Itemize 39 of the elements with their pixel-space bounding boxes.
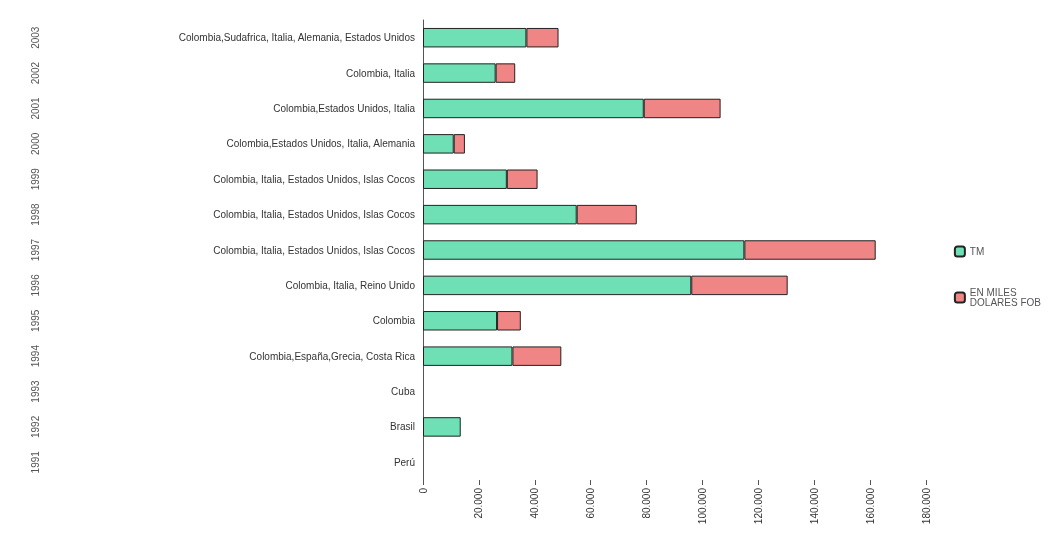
y-tick-label: Colombia, Italia, Estados Unidos, Islas Cocos [213, 173, 415, 185]
text: 1999 [29, 167, 41, 191]
x-tick-label: 80.000 [641, 487, 653, 519]
text: 1995 [29, 309, 41, 332]
x-tick-label: 140.000 [808, 487, 820, 525]
text: 1994 [29, 344, 41, 368]
y-tick-label: Colombia, Italia, Estados Unidos, Islas Cocos [213, 209, 415, 221]
x-tick-label: 120.000 [752, 487, 764, 525]
x-tick-label: 0 [417, 487, 429, 494]
text: 1991 [29, 450, 41, 474]
x-tick-label: 180.000 [920, 487, 932, 525]
text: 2002 [29, 61, 41, 85]
text: 1998 [29, 203, 41, 226]
bar [423, 417, 461, 437]
text: 2000 [29, 132, 41, 155]
legend-label: EN MILES DOLARES FOB [969, 287, 1042, 308]
y-tick-label: Brasil [389, 421, 415, 433]
x-tick-label: 100.000 [696, 487, 708, 525]
x-tick-label: 20.000 [473, 487, 485, 519]
y-tick-label: Colombia, Italia, Estados Unidos, Islas Cocos [213, 244, 415, 256]
y-tick-label: Colombia,Estados Unidos, Italia [273, 102, 416, 114]
legend-label: TM [969, 246, 985, 257]
y-tick-label: Colombia,España,Grecia, Costa Rica [249, 350, 416, 362]
x-tick-label: 160.000 [864, 487, 876, 525]
x-tick-label: 60.000 [585, 487, 597, 519]
y-tick-label: Colombia, Italia [346, 67, 416, 79]
text: 1996 [29, 273, 41, 297]
y-tick-label: Perú [393, 456, 415, 468]
y-tick-label: Colombia,Sudafrica, Italia, Alemania, Estados Unidos [178, 32, 415, 44]
y-tick-label: Colombia [372, 315, 416, 327]
y-tick-label: Colombia,Estados Unidos, Italia, Alemania [226, 138, 416, 150]
text: 1992 [29, 415, 41, 439]
x-tick-label: 40.000 [529, 487, 541, 519]
y-tick-label: Cuba [391, 386, 416, 398]
text: 2003 [29, 26, 41, 49]
text: 1997 [29, 238, 41, 262]
text: 2001 [29, 96, 41, 120]
y-tick-label: Colombia, Italia, Reino Unido [285, 279, 416, 291]
text: 1993 [29, 379, 41, 403]
